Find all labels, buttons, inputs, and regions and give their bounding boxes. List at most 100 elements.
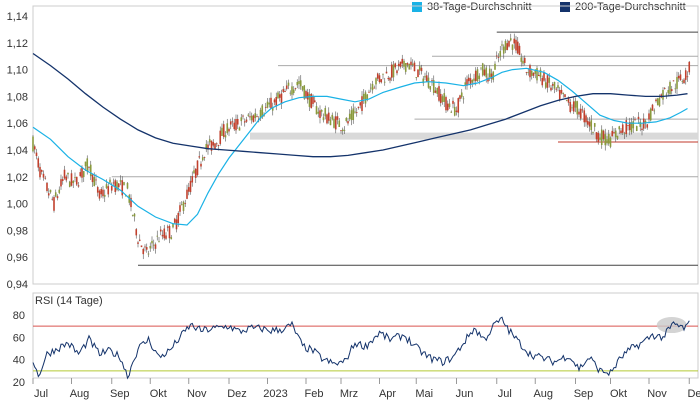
candle-body [196,160,199,175]
candle-body [501,44,503,46]
candle-body [560,89,563,94]
candle-body [152,244,155,246]
candle-body [614,130,617,138]
candle-body [207,144,209,150]
legend-38: 38-Tage-Durchschnitt [412,1,532,13]
candle-body [674,88,677,90]
candle-body [669,81,671,95]
candle-body [602,130,605,140]
candle-body [191,176,194,183]
candle-body [527,72,530,74]
candle-body [93,177,96,187]
candle-body [478,75,481,79]
candle-body [595,132,598,140]
candle-body [618,126,621,130]
candle-body [282,89,285,92]
candle-body [581,109,584,111]
x-tick-label: Jul [498,388,512,400]
candle-body [439,93,442,104]
price-y-tick: 1,10 [7,65,28,77]
candle-body [123,182,125,185]
candle-body [42,173,45,178]
candle-body [537,74,540,77]
x-tick-label: Mai [415,388,433,400]
candle-body [522,60,524,64]
candle-body [98,190,101,199]
ma-200-line [32,52,688,158]
candle-body [254,113,257,119]
candle-body [198,156,201,158]
candle-body [44,177,47,179]
candle-body [187,187,190,192]
candle-body [662,89,664,100]
candle-body [450,111,453,113]
candle-body [203,157,206,158]
candle-body [492,71,495,80]
candle-body [313,100,316,103]
candle-body [299,80,302,87]
candle-body [343,129,346,131]
candle-body [347,121,349,124]
candle-body [548,77,551,83]
candle-body [294,88,297,89]
candle-body [448,103,451,108]
candle-body [534,69,537,74]
rsi-y-tick: 40 [13,355,25,367]
candle-body [208,139,211,143]
candle-body [396,70,398,74]
candle-body [452,100,454,104]
candle-body [399,61,402,67]
candle-body [345,118,348,121]
candle-body [278,94,281,98]
candle-body [373,87,376,89]
candle-body [138,239,141,241]
candle-body [677,75,680,79]
candle-body [291,86,293,95]
candle-body [194,168,197,178]
candle-body [166,226,169,228]
candle-body [102,189,104,197]
candle-body [646,124,649,128]
candle-body [109,179,111,183]
candle-body [186,189,188,199]
candle-body [397,63,400,67]
candle-body [296,81,299,86]
candle-body [593,123,596,127]
price-y-tick: 1,08 [7,91,28,103]
candle-body [623,133,626,135]
candle-body [663,87,666,89]
candle-body [480,67,482,69]
candle-body [432,80,435,93]
candle-body [576,101,579,115]
candle-body [163,228,166,239]
candle-body [403,60,405,67]
candle-body [571,107,573,109]
candle-body [628,122,631,131]
candle-body [249,116,251,118]
legend-200-swatch [560,2,570,12]
candle-body [317,111,320,114]
candle-body [292,89,295,94]
price-panel-frame [32,5,699,285]
candle-body [189,180,192,193]
candle-body [137,242,139,244]
candle-body [648,113,650,120]
candle-body [637,116,640,119]
candle-body [485,67,488,78]
rsi-y-tick: 60 [13,332,25,344]
price-y-tick: 0,96 [7,252,28,264]
candle-body [504,40,507,51]
candle-body [641,128,643,131]
candle-body [635,126,638,132]
candle-body [233,122,236,130]
candle-body [65,176,68,181]
candle-body [394,63,397,68]
candle-body [86,158,89,171]
candle-body [413,62,416,72]
candle-body [411,63,414,65]
candle-body [271,107,274,111]
candle-body [469,78,472,85]
candle-body [264,106,267,108]
candle-body [481,63,484,76]
